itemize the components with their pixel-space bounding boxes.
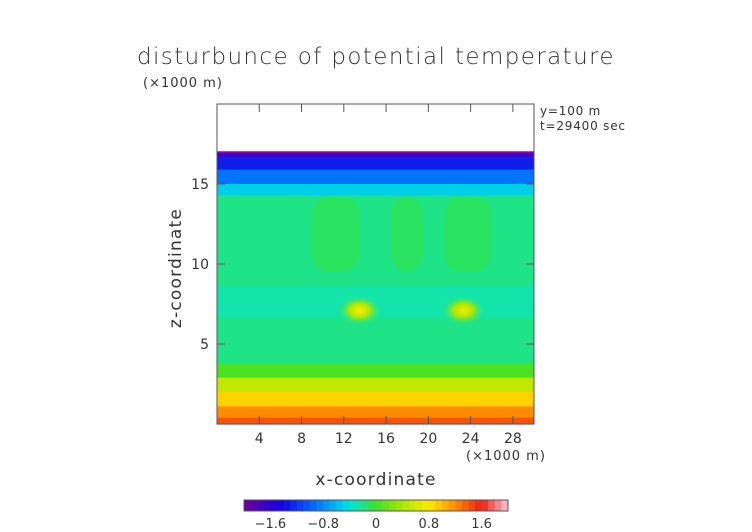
colorbar-segment xyxy=(442,500,449,511)
colorbar-segment xyxy=(389,500,397,511)
y-tick-label: 10 xyxy=(191,257,209,273)
colorbar-tick-label: 0.8 xyxy=(418,517,439,532)
colorbar-segment xyxy=(244,500,251,511)
contour-field xyxy=(217,151,534,425)
colorbar-segment xyxy=(343,500,350,511)
x-tick-label: 4 xyxy=(255,431,264,447)
field-layer xyxy=(217,417,534,425)
x-tick-label: 24 xyxy=(462,431,480,447)
field-layer xyxy=(217,377,534,393)
plume-region xyxy=(391,196,424,272)
colorbar-segment xyxy=(409,500,416,511)
colorbar-segment xyxy=(376,500,383,511)
x-tick-label: 16 xyxy=(377,431,395,447)
x-tick-label: 12 xyxy=(335,431,353,447)
colorbar-segment xyxy=(329,500,337,511)
colorbar-tick-label: −1.6 xyxy=(255,517,287,532)
colorbar-segment xyxy=(488,500,496,511)
info-time: t=29400 sec xyxy=(540,119,626,133)
x-axis-label: x-coordinate xyxy=(315,470,437,490)
x-tick-label: 20 xyxy=(419,431,437,447)
plume-region xyxy=(444,196,492,272)
x-tick-label: 28 xyxy=(504,431,522,447)
colorbar-segment xyxy=(290,500,298,511)
x-axis-unit: (×1000 m) xyxy=(466,449,546,464)
colorbar-segment xyxy=(277,500,284,511)
colorbar-segment xyxy=(402,500,410,511)
plume-region xyxy=(312,196,360,272)
colorbar: −1.6 −0.8 0 0.8 1.6 xyxy=(243,499,509,532)
y-tick-label: 15 xyxy=(191,177,209,193)
colorbar-segment xyxy=(422,500,430,511)
colorbar-segment xyxy=(270,500,278,511)
colorbar-segment xyxy=(501,500,509,511)
colorbar-segment xyxy=(356,500,364,511)
colorbar-tick-label: 0 xyxy=(372,517,380,532)
warm-anomaly xyxy=(441,295,486,326)
colorbar-segment xyxy=(481,500,489,511)
colorbar-segment xyxy=(475,500,482,511)
colorbar-segment xyxy=(435,500,443,511)
colorbar-segment xyxy=(468,500,476,511)
colorbar-segment xyxy=(455,500,463,511)
field-layer xyxy=(217,152,534,158)
colorbar-tick-label: −0.8 xyxy=(307,517,339,532)
colorbar-segment xyxy=(395,500,403,511)
field-layer xyxy=(217,406,534,419)
info-y-position: y=100 m xyxy=(540,104,602,118)
colorbar-segment xyxy=(349,500,357,511)
colorbar-segment xyxy=(461,500,469,511)
colorbar-segment xyxy=(316,500,324,511)
colorbar-segment xyxy=(263,500,271,511)
field-layer xyxy=(217,392,534,407)
colorbar-segment xyxy=(323,500,331,511)
colorbar-segment xyxy=(283,500,291,511)
y-tick-label: 5 xyxy=(200,337,209,353)
colorbar-frame xyxy=(243,499,509,512)
y-axis-unit: (×1000 m) xyxy=(143,76,223,91)
field-layer xyxy=(217,156,534,171)
field-layer xyxy=(217,363,534,379)
colorbar-segment xyxy=(250,500,258,511)
field-layer xyxy=(217,169,534,185)
colorbar-segment xyxy=(428,500,436,511)
colorbar-segment xyxy=(257,500,265,511)
colorbar-segment xyxy=(310,500,317,511)
field-layer xyxy=(217,184,534,196)
colorbar-segment xyxy=(362,500,370,511)
chart-title: disturbunce of potential temperature xyxy=(137,44,615,70)
colorbar-segment xyxy=(369,500,377,511)
colorbar-segment xyxy=(448,500,456,511)
colorbar-tick-label: 1.6 xyxy=(471,517,492,532)
colorbar-segment xyxy=(296,500,304,511)
warm-anomaly xyxy=(337,295,382,326)
x-tick-label: 8 xyxy=(297,431,306,447)
colorbar-segment xyxy=(336,500,344,511)
colorbar-segment xyxy=(303,500,311,511)
colorbar-segment xyxy=(382,500,390,511)
colorbar-segment xyxy=(415,500,423,511)
colorbar-segment xyxy=(494,500,502,511)
